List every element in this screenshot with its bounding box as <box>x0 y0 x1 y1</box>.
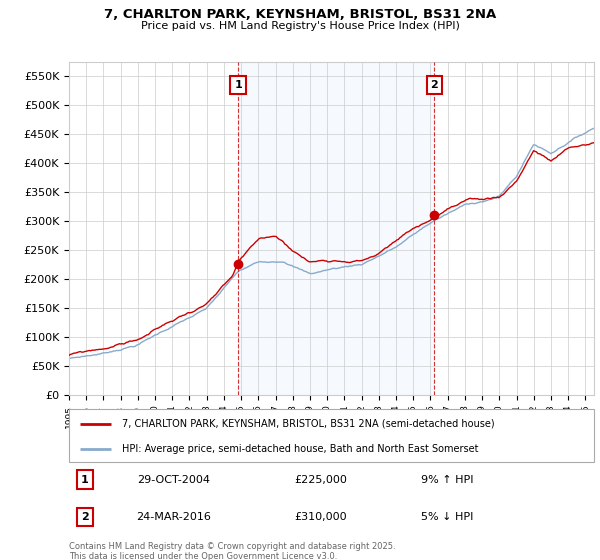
Bar <box>238 62 434 395</box>
Text: 9% ↑ HPI: 9% ↑ HPI <box>421 474 473 484</box>
Text: 2: 2 <box>81 512 89 522</box>
Text: 29-OCT-2004: 29-OCT-2004 <box>137 474 211 484</box>
Text: 1: 1 <box>81 474 89 484</box>
Text: 7, CHARLTON PARK, KEYNSHAM, BRISTOL, BS31 2NA: 7, CHARLTON PARK, KEYNSHAM, BRISTOL, BS3… <box>104 8 496 21</box>
Text: 7, CHARLTON PARK, KEYNSHAM, BRISTOL, BS31 2NA (semi-detached house): 7, CHARLTON PARK, KEYNSHAM, BRISTOL, BS3… <box>121 419 494 429</box>
Text: HPI: Average price, semi-detached house, Bath and North East Somerset: HPI: Average price, semi-detached house,… <box>121 444 478 454</box>
Text: £310,000: £310,000 <box>295 512 347 522</box>
FancyBboxPatch shape <box>69 409 594 462</box>
Text: 5% ↓ HPI: 5% ↓ HPI <box>421 512 473 522</box>
Text: £225,000: £225,000 <box>295 474 347 484</box>
Text: 24-MAR-2016: 24-MAR-2016 <box>137 512 211 522</box>
Text: Price paid vs. HM Land Registry's House Price Index (HPI): Price paid vs. HM Land Registry's House … <box>140 21 460 31</box>
Text: 2: 2 <box>431 80 439 90</box>
Text: 1: 1 <box>235 80 242 90</box>
Text: Contains HM Land Registry data © Crown copyright and database right 2025.
This d: Contains HM Land Registry data © Crown c… <box>69 542 395 560</box>
